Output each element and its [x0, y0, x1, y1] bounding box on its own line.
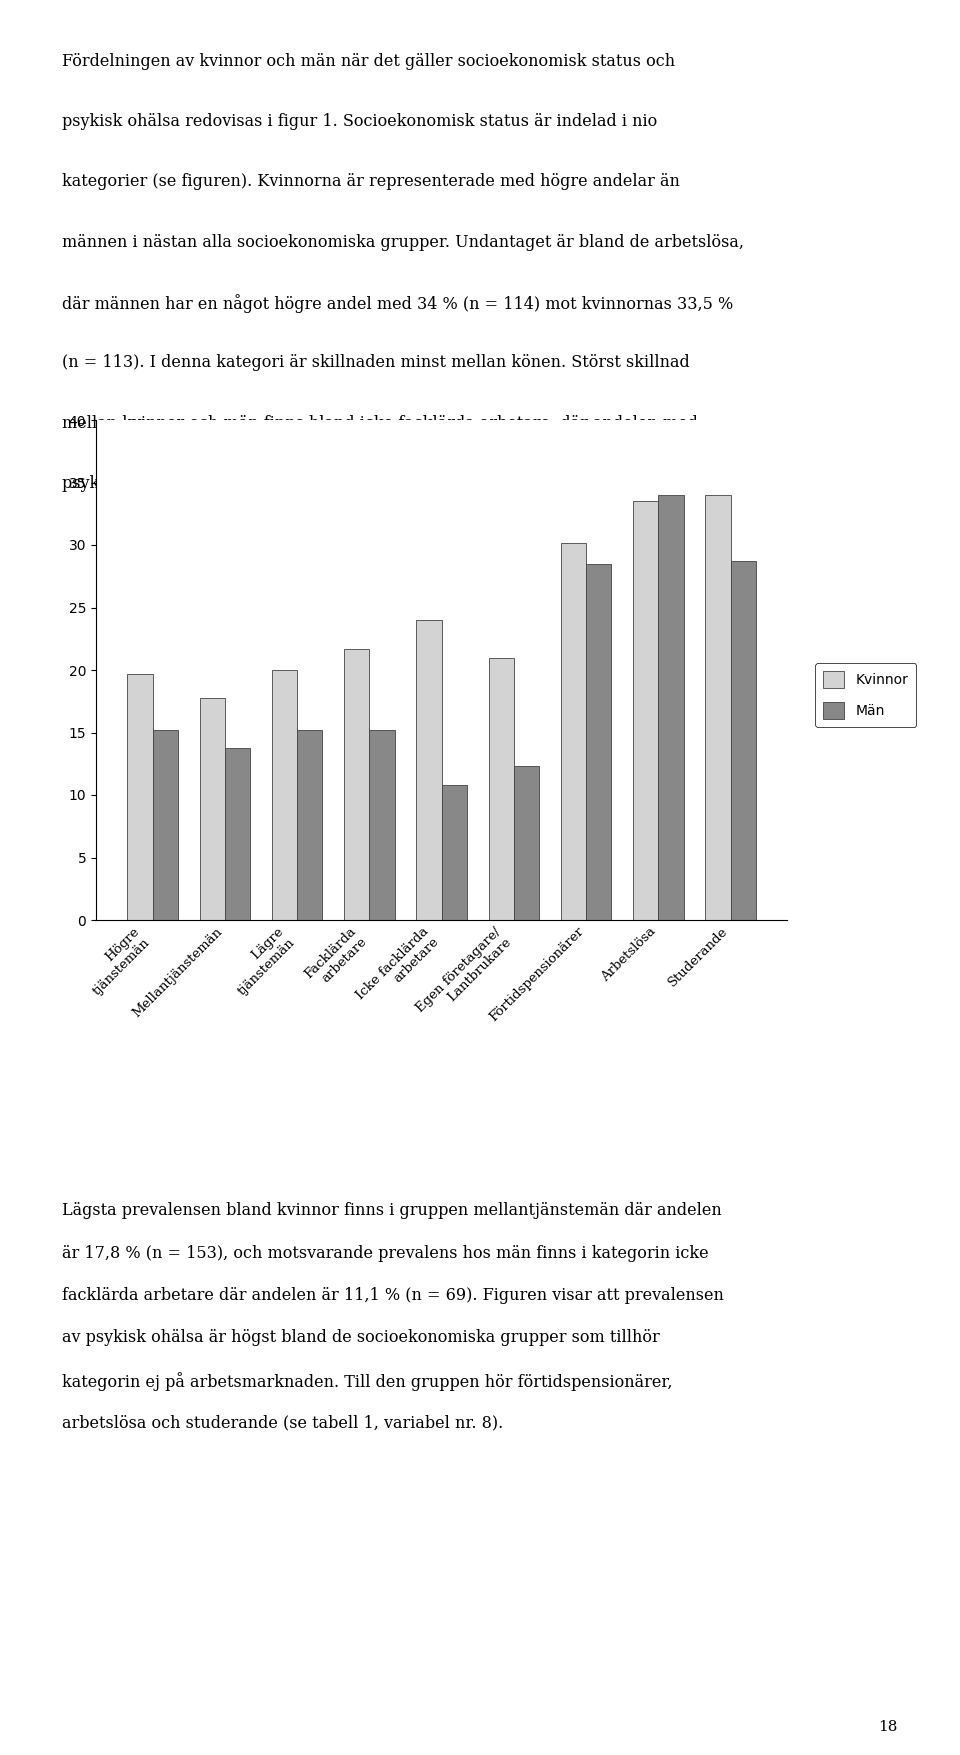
Bar: [298, 730, 323, 920]
Bar: [706, 495, 731, 920]
Bar: [731, 562, 756, 920]
Bar: [514, 767, 540, 920]
Bar: [225, 748, 251, 920]
Bar: [489, 658, 514, 920]
Bar: [153, 730, 178, 920]
Text: Fördelningen av kvinnor och män när det gäller socioekonomisk status och: Fördelningen av kvinnor och män när det …: [62, 53, 676, 70]
Text: männen i nästan alla socioekonomiska grupper. Undantaget är bland de arbetslösa,: männen i nästan alla socioekonomiska gru…: [62, 233, 744, 251]
Text: där männen har en något högre andel med 34 % (n = 114) mot kvinnornas 33,5 %: där männen har en något högre andel med …: [62, 295, 733, 312]
Bar: [370, 730, 395, 920]
Bar: [633, 502, 659, 920]
Text: kategorier (se figuren). Kvinnorna är representerade med högre andelar än: kategorier (se figuren). Kvinnorna är re…: [62, 174, 681, 190]
Bar: [417, 620, 442, 920]
Bar: [344, 649, 370, 920]
Legend: Kvinnor, Män: Kvinnor, Män: [815, 663, 917, 727]
Text: kategorin ej på arbetsmarknaden. Till den gruppen hör förtidspensionärer,: kategorin ej på arbetsmarknaden. Till de…: [62, 1372, 673, 1390]
Bar: [128, 674, 153, 920]
Text: Fig. 1.: Fig. 1.: [101, 544, 150, 558]
Bar: [200, 697, 225, 920]
Bar: [659, 495, 684, 920]
Bar: [442, 784, 467, 920]
Bar: [561, 542, 586, 920]
Bar: [272, 670, 298, 920]
Text: mellan kvinnor och män finns bland icke facklärda arbetare, där andelen med: mellan kvinnor och män finns bland icke …: [62, 414, 698, 432]
Text: psykisk ohälsa redovisas i figur 1. Socioekonomisk status är indelad i nio: psykisk ohälsa redovisas i figur 1. Soci…: [62, 112, 658, 130]
Text: (n = 113). I denna kategori är skillnaden minst mellan könen. Störst skillnad: (n = 113). I denna kategori är skillnade…: [62, 355, 690, 372]
Text: är 17,8 % (n = 153), och motsvarande prevalens hos män finns i kategorin icke: är 17,8 % (n = 153), och motsvarande pre…: [62, 1244, 709, 1262]
Text: av psykisk ohälsa är högst bland de socioekonomiska grupper som tillhör: av psykisk ohälsa är högst bland de soci…: [62, 1330, 660, 1346]
Text: Förekomst (%) av psykisk ohälsa bland kvinnor och män i olika socioekonomiska
gr: Förekomst (%) av psykisk ohälsa bland kv…: [101, 595, 723, 627]
Text: arbetslösa och studerande (se tabell 1, variabel nr. 8).: arbetslösa och studerande (se tabell 1, …: [62, 1415, 504, 1432]
Bar: [586, 563, 612, 920]
Text: 18: 18: [878, 1720, 898, 1734]
Text: Lägsta prevalensen bland kvinnor finns i gruppen mellantjänstemän där andelen: Lägsta prevalensen bland kvinnor finns i…: [62, 1202, 722, 1220]
Text: psykisk ohälsa är 24 % (n = 144) bland kvinnor och 11,1 % (n = 69) bland män.: psykisk ohälsa är 24 % (n = 144) bland k…: [62, 476, 712, 491]
Text: facklärda arbetare där andelen är 11,1 % (n = 69). Figuren visar att prevalensen: facklärda arbetare där andelen är 11,1 %…: [62, 1286, 724, 1304]
